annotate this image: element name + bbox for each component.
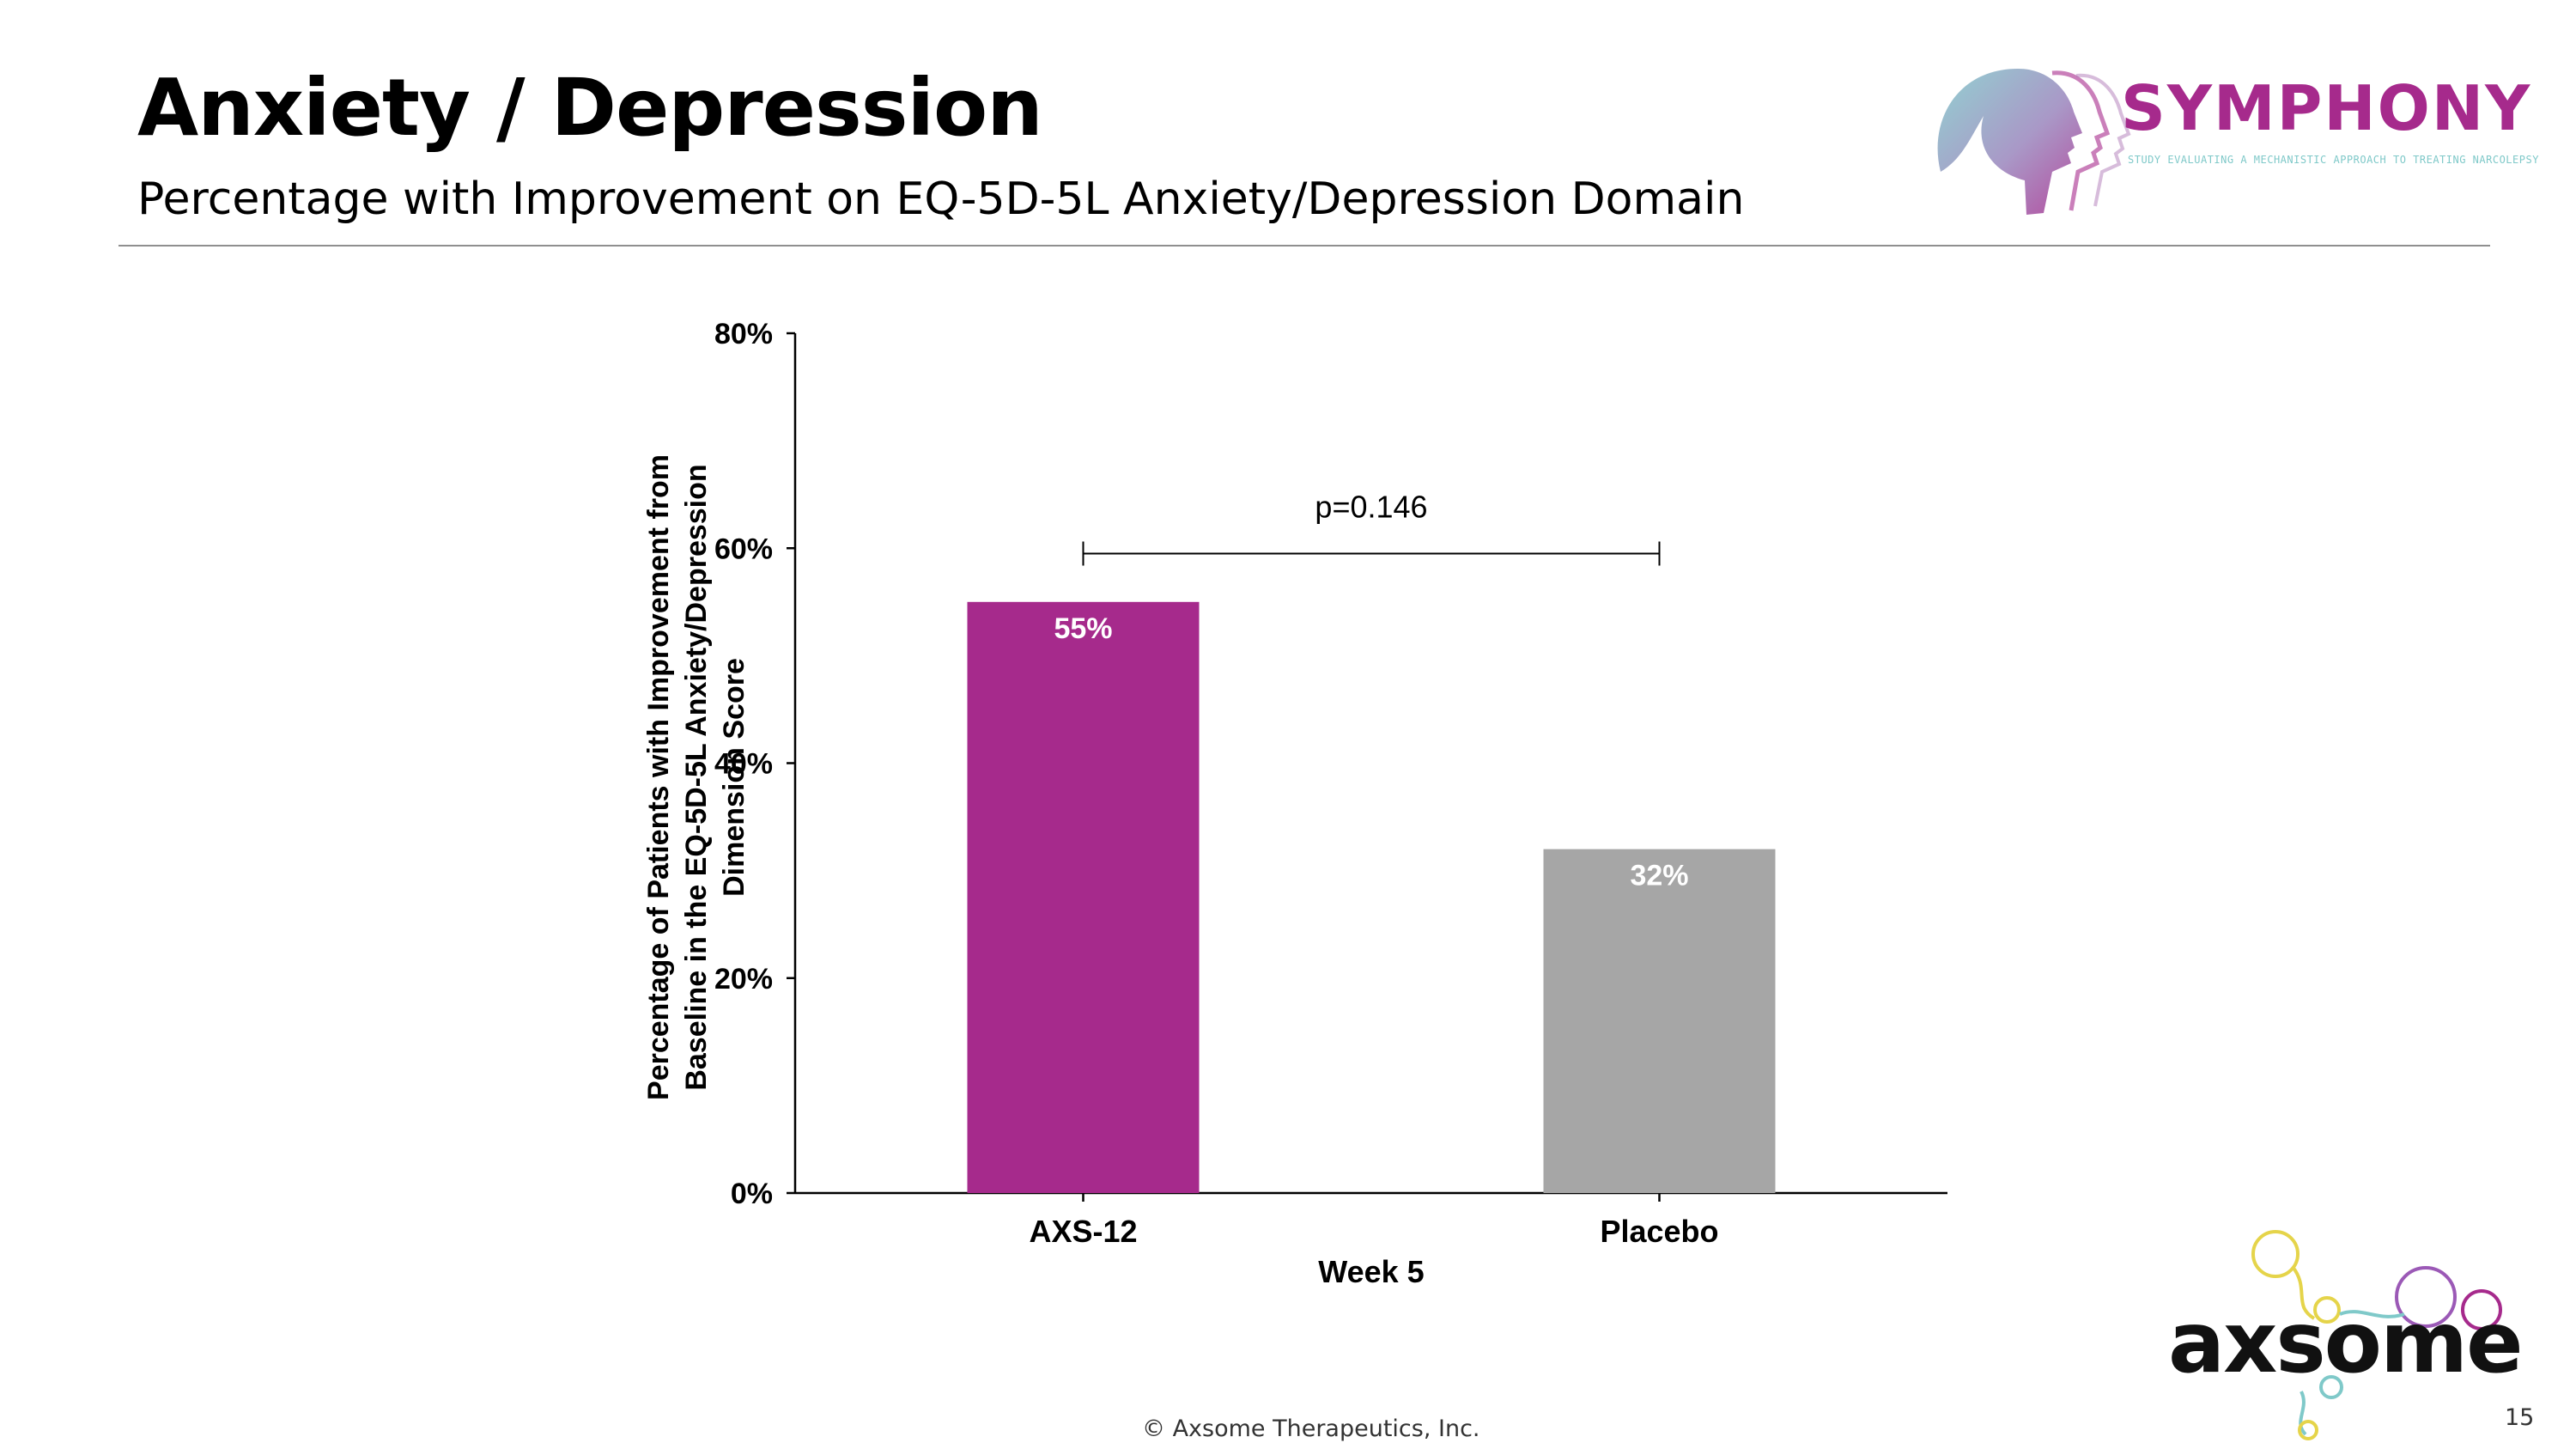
y-axis-title: Percentage of Patients with Improvement … (642, 454, 750, 1100)
header-divider (118, 245, 2490, 247)
x-tick-label: Placebo (1600, 1214, 1718, 1249)
slide-title: Anxiety / Depression (137, 62, 1043, 154)
x-tick-label: AXS-12 (1029, 1214, 1137, 1249)
y-axis-title-line: Dimension Score (718, 658, 750, 897)
bar-value-label: 32% (1630, 860, 1688, 892)
bars: 55% 32% (967, 601, 1776, 1193)
y-tick-label: 20% (714, 963, 773, 995)
axsome-logo-icon (2251, 1230, 2502, 1440)
symphony-logo-icon (1937, 69, 2131, 215)
x-axis-title: Week 5 (1318, 1254, 1424, 1289)
page-number: 15 (2505, 1404, 2535, 1431)
y-axis-title-group: Percentage of Patients with Improvement … (642, 454, 750, 1100)
x-ticks: AXS-12 Placebo (1029, 1193, 1719, 1249)
bar-axs-12 (967, 601, 1200, 1193)
slide-subtitle: Percentage with Improvement on EQ-5D-5L … (137, 174, 1745, 225)
y-tick-label: 80% (714, 318, 773, 350)
y-axis-title-line: Baseline in the EQ-5D-5L Anxiety/Depress… (680, 464, 713, 1090)
symphony-tagline: STUDY EVALUATING A MECHANISTIC APPROACH … (2128, 154, 2539, 166)
y-tick-label: 0% (731, 1178, 773, 1210)
symphony-wordmark: SYMPHONY (2121, 72, 2532, 144)
y-axis-title-line: Percentage of Patients with Improvement … (642, 454, 675, 1100)
y-tick-label: 40% (714, 748, 773, 781)
significance-bracket: p=0.146 (1082, 490, 1661, 566)
bar-placebo (1543, 849, 1776, 1193)
y-ticks: 0% 20% 40% 60% 80% (714, 318, 795, 1210)
axsome-wordmark: axsome (2168, 1294, 2524, 1392)
bar-value-label: 55% (1054, 612, 1112, 645)
y-tick-label: 60% (714, 533, 773, 565)
p-value-label: p=0.146 (1315, 490, 1427, 525)
copyright-notice: © Axsome Therapeutics, Inc. (1142, 1416, 1480, 1442)
